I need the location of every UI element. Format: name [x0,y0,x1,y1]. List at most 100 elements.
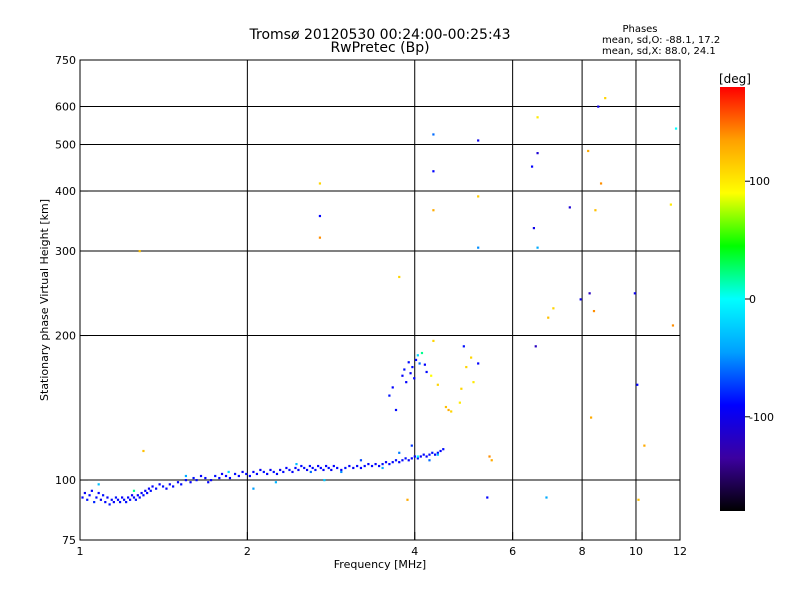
data-point [130,494,134,497]
data-point [314,468,317,472]
data-point [136,494,139,497]
data-point [398,451,401,454]
data-point [428,453,431,456]
data-point [425,455,428,458]
data-point [401,374,404,377]
data-point [599,182,603,185]
data-point [288,468,291,472]
data-point [297,468,300,472]
data-point [536,152,539,155]
data-point [192,476,195,480]
data-point [391,386,394,389]
data-point [309,470,312,474]
data-point [416,455,419,458]
data-point [110,498,113,501]
data-point [88,494,91,497]
data-point [532,227,536,230]
data-point [248,474,251,478]
data-point [406,498,409,501]
data-point [317,464,320,468]
data-point [477,362,480,365]
data-point [568,206,571,209]
data-point [199,474,203,478]
data-point [266,472,269,476]
phase-stats-line-x: mean, sd,X: 88.0, 24.1 [602,46,716,57]
data-point [102,494,105,497]
data-point [269,468,272,472]
x-tick-label: 1 [77,545,84,558]
data-point [308,464,311,468]
data-point [432,209,435,212]
data-point [168,483,171,486]
data-point [294,466,297,470]
data-point [252,487,255,490]
data-point [530,165,534,168]
data-point [300,464,303,468]
data-point [184,474,188,478]
data-point [433,453,437,456]
data-point [370,464,374,468]
data-point [305,468,309,472]
data-point [228,476,232,480]
data-point [106,496,109,499]
data-point [579,298,582,301]
data-point [303,466,306,470]
y-tick-label: 300 [55,245,76,258]
data-point [589,416,593,419]
colorbar-label: [deg] [719,72,751,86]
data-point [436,383,439,386]
data-point [391,461,394,464]
data-point [195,479,198,482]
data-point [207,481,210,484]
data-point [214,474,217,478]
data-point [356,464,359,468]
data-point [95,496,98,499]
data-point [332,464,335,468]
data-point [285,466,288,470]
data-point [388,394,391,397]
data-point [384,461,388,464]
data-point [227,470,230,474]
data-point [418,362,421,365]
data-point [490,459,493,462]
data-point [279,468,282,472]
data-point [442,448,445,451]
data-point [336,466,339,470]
data-point [669,203,672,206]
y-axis-label: Stationary phase Virtual Height [km] [38,199,51,401]
data-point [436,453,439,456]
data-point [151,485,154,488]
data-point [414,358,418,362]
data-point [318,182,322,185]
x-tick-label: 8 [579,545,586,558]
data-point [432,133,435,136]
data-point [643,444,646,447]
chart-title: Tromsø 20120530 00:24:00-00:25:43 [249,27,511,43]
data-point [409,372,412,375]
data-point [322,468,325,472]
x-tick-label: 6 [509,545,516,558]
x-tick-label: 4 [411,545,418,558]
data-point [116,498,120,501]
y-tick-label: 100 [55,474,76,487]
colorbar-tick-label: -100 [749,411,774,424]
data-point [352,466,355,470]
data-point [588,292,591,295]
data-point [436,451,439,454]
data-point [413,455,416,458]
data-point [401,459,404,462]
data-point [158,483,161,486]
data-point [597,105,600,108]
data-point [86,498,89,501]
data-point [132,496,136,499]
data-point [359,459,363,462]
data-point [465,365,468,369]
data-point [340,470,343,474]
data-point [413,377,416,380]
data-point [165,487,168,490]
data-point [127,496,130,499]
colorbar-tick-label: 100 [749,175,770,188]
data-point [594,209,597,212]
data-point [534,345,537,348]
